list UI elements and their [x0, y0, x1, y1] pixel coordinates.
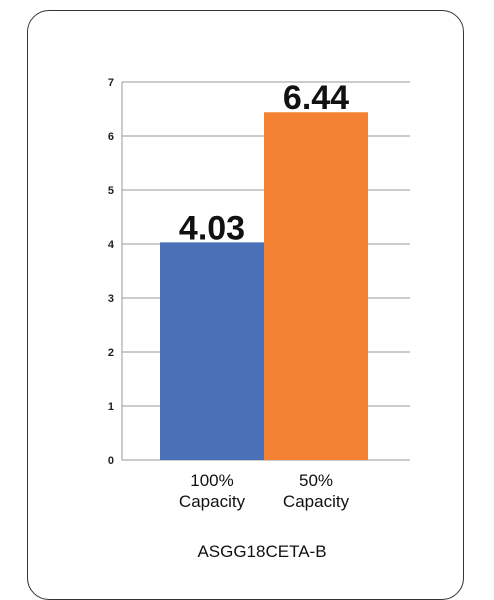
y-tick-label: 3	[108, 293, 114, 305]
bars	[160, 112, 368, 461]
category-label: Capacity	[283, 492, 350, 511]
data-label: 6.44	[283, 79, 349, 117]
data-labels: 4.03 6.44	[179, 79, 349, 247]
category-labels: 100% Capacity 50% Capacity	[179, 471, 350, 511]
y-tick-label: 5	[108, 185, 114, 197]
bar	[160, 242, 264, 460]
category-label: 100%	[190, 471, 233, 490]
category-label: Capacity	[179, 492, 246, 511]
y-tick-label: 7	[108, 77, 114, 89]
data-label: 4.03	[179, 209, 245, 247]
bar	[264, 112, 368, 461]
y-tick-label: 2	[108, 347, 114, 359]
y-tick-label: 4	[108, 239, 115, 251]
y-tick-label: 6	[108, 131, 114, 143]
y-tick-label: 0	[108, 455, 114, 467]
y-tick-label: 1	[108, 401, 114, 413]
bar-chart: 0 1 2 3 4 5 6 7 4.03 6.44 100% Capacity 50% Capacit…	[108, 77, 410, 561]
model-label: ASGG18CETA-B	[197, 542, 326, 561]
y-tick-labels: 0 1 2 3 4 5 6 7	[108, 77, 115, 467]
category-label: 50%	[299, 471, 333, 490]
